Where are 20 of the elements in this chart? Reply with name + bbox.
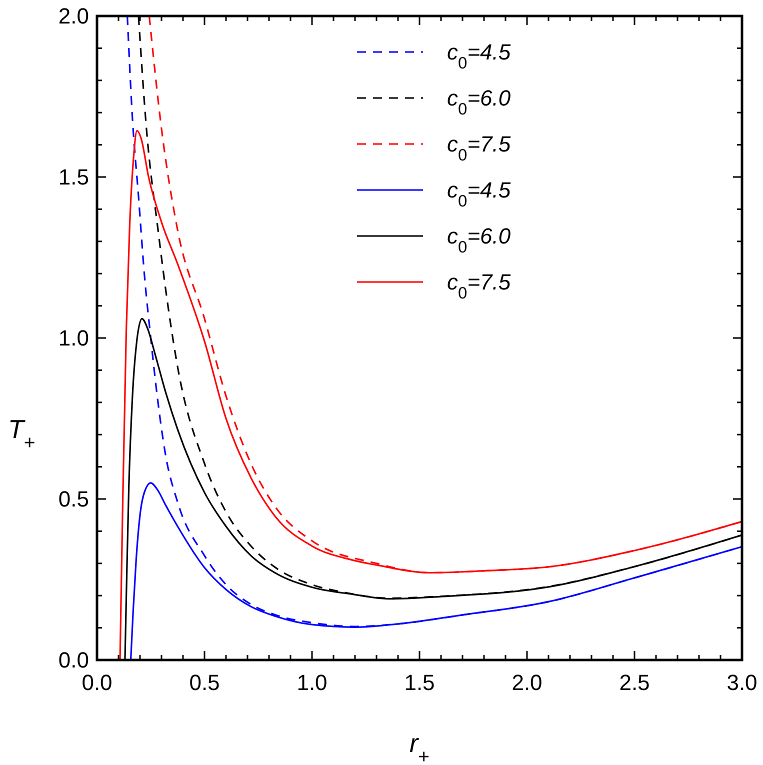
y-axis-title: T$_{+}$	[8, 414, 36, 454]
legend-label: c$_{0}$=6.0	[447, 86, 512, 119]
legend-label: c$_{0}$=4.5	[447, 178, 512, 211]
x-tick-label: 1.0	[296, 670, 328, 695]
legend-label: c$_{0}$=4.5	[447, 40, 512, 73]
x-tick-label: 2.5	[619, 670, 650, 695]
legend-label: c$_{0}$=7.5	[447, 270, 512, 303]
x-tick-label: 1.5	[404, 670, 435, 695]
x-tick-label: 0.5	[189, 670, 220, 695]
y-tick-label: 1.0	[58, 326, 89, 351]
x-tick-label: 0.0	[82, 670, 112, 695]
x-axis-title: r$_{+}$	[409, 728, 430, 765]
y-tick-label: 2.0	[58, 4, 89, 29]
y-tick-label: 1.5	[58, 164, 89, 190]
y-tick-label: 0.0	[58, 648, 89, 673]
legend-label: c$_{0}$=7.5	[447, 132, 512, 165]
legend-label: c$_{0}$=6.0	[447, 224, 512, 257]
x-tick-label: 3.0	[726, 670, 758, 695]
x-tick-label: 2.0	[512, 670, 542, 695]
y-tick-label: 0.5	[58, 486, 89, 512]
